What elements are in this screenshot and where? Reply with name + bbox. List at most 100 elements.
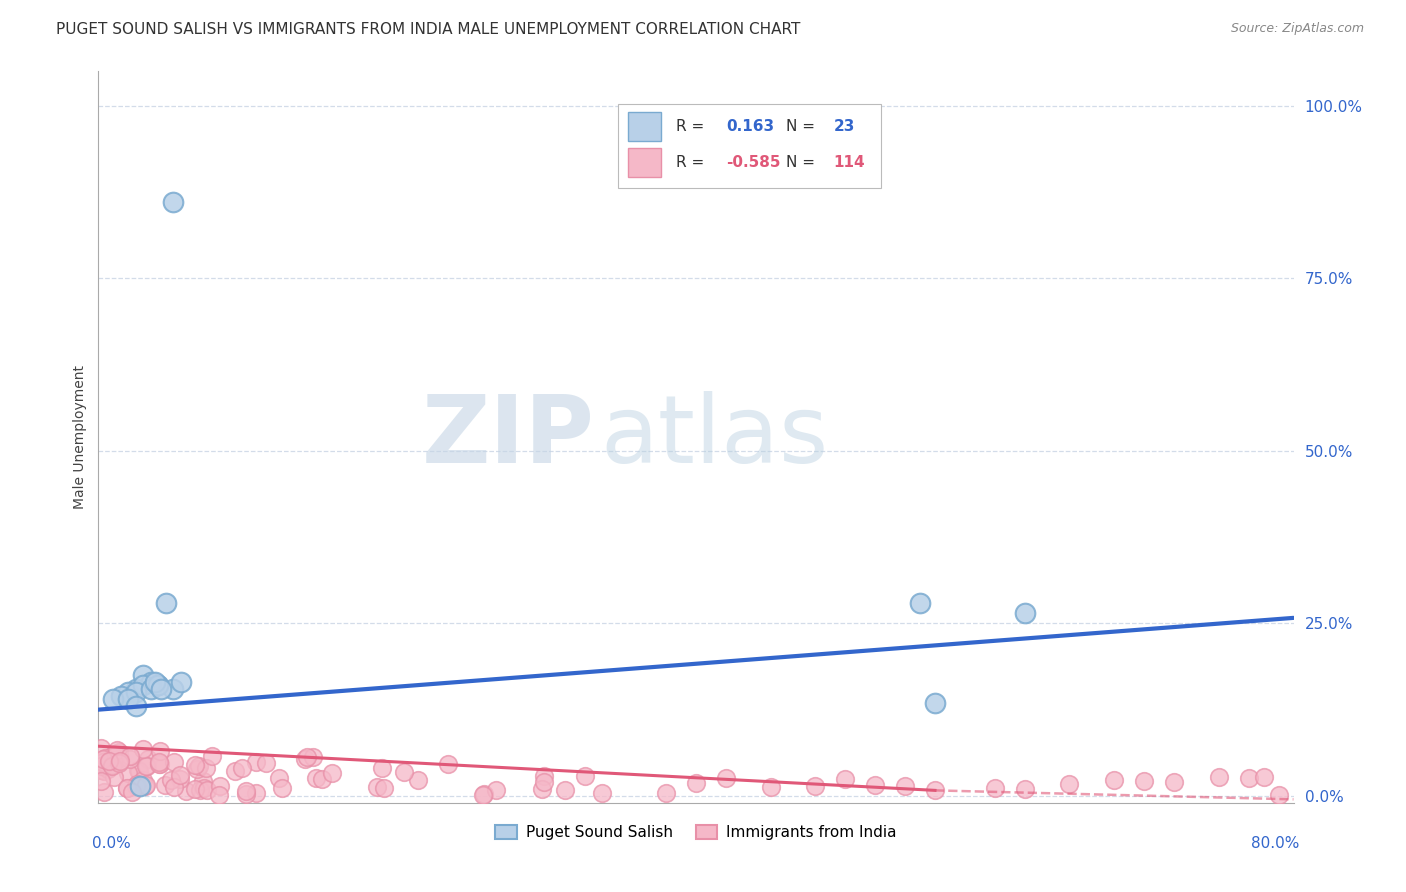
Point — [90, 764, 112, 778]
Point — [924, 696, 946, 710]
Point — [1267, 788, 1289, 802]
Text: 0.163: 0.163 — [725, 119, 773, 134]
Point — [245, 786, 267, 800]
Point — [371, 761, 394, 775]
Point — [115, 781, 138, 796]
Point — [195, 783, 218, 797]
Point — [201, 749, 224, 764]
FancyBboxPatch shape — [628, 148, 661, 178]
Point — [655, 786, 678, 800]
Point — [254, 756, 277, 770]
Point — [1059, 777, 1081, 791]
Point — [101, 753, 124, 767]
Point — [174, 784, 197, 798]
Point — [125, 681, 148, 696]
Point — [169, 675, 191, 690]
Point — [139, 681, 162, 696]
Text: N =: N = — [786, 155, 820, 170]
Point — [108, 745, 131, 759]
Point — [472, 787, 495, 801]
Point — [224, 764, 246, 778]
Point — [1163, 775, 1185, 789]
Point — [1133, 774, 1156, 789]
Point — [139, 675, 162, 690]
Point — [132, 678, 155, 692]
Text: -0.585: -0.585 — [725, 155, 780, 170]
Point — [574, 769, 596, 783]
Point — [149, 744, 172, 758]
Point — [169, 772, 191, 786]
Point — [148, 678, 170, 692]
Point — [245, 756, 267, 770]
Point — [554, 783, 576, 797]
Point — [125, 685, 148, 699]
Point — [908, 596, 931, 610]
Point — [305, 771, 328, 785]
Point — [714, 772, 737, 786]
Point — [153, 778, 176, 792]
Point — [924, 782, 946, 797]
Point — [93, 764, 115, 778]
Point — [143, 675, 166, 690]
Point — [118, 749, 141, 764]
Point — [267, 771, 290, 785]
Point — [91, 755, 114, 769]
Point — [209, 779, 232, 793]
Point — [125, 699, 148, 714]
Point — [148, 757, 170, 772]
Point — [231, 761, 253, 775]
Point — [110, 689, 132, 703]
Text: ZIP: ZIP — [422, 391, 595, 483]
Point — [321, 765, 343, 780]
Legend: Puget Sound Salish, Immigrants from India: Puget Sound Salish, Immigrants from Indi… — [489, 819, 903, 847]
Point — [162, 681, 184, 696]
Point — [187, 759, 209, 773]
Point — [394, 764, 416, 779]
Text: N =: N = — [786, 119, 820, 134]
Point — [195, 761, 218, 775]
Point — [108, 756, 131, 770]
Point — [485, 783, 508, 797]
Point — [132, 742, 155, 756]
Point — [235, 788, 257, 802]
Point — [93, 751, 115, 765]
Point — [984, 781, 1007, 796]
Point — [120, 751, 142, 765]
Point — [132, 772, 155, 787]
FancyBboxPatch shape — [628, 112, 661, 141]
Point — [311, 772, 333, 786]
Point — [1208, 770, 1230, 784]
Point — [406, 773, 429, 788]
Point — [191, 774, 214, 789]
Point — [149, 756, 172, 771]
Point — [591, 786, 613, 800]
Point — [759, 780, 782, 794]
Text: Source: ZipAtlas.com: Source: ZipAtlas.com — [1230, 22, 1364, 36]
Point — [108, 755, 131, 769]
Point — [104, 748, 127, 763]
Point — [530, 782, 553, 797]
Text: 0.0%: 0.0% — [93, 836, 131, 851]
Point — [1104, 772, 1126, 787]
Point — [101, 758, 124, 772]
Point — [163, 755, 186, 769]
Point — [93, 785, 115, 799]
Point — [162, 195, 184, 210]
Point — [136, 752, 159, 766]
Point — [90, 753, 112, 767]
Point — [208, 789, 231, 803]
Point — [804, 779, 827, 793]
Text: R =: R = — [676, 155, 709, 170]
Point — [121, 785, 143, 799]
Point — [90, 774, 112, 789]
Point — [1014, 782, 1036, 797]
Point — [366, 780, 388, 794]
Point — [135, 759, 157, 773]
Point — [135, 778, 157, 792]
Point — [103, 770, 125, 784]
Point — [471, 788, 494, 802]
Point — [160, 773, 183, 788]
Point — [105, 743, 128, 757]
Point — [127, 777, 149, 791]
Point — [115, 781, 138, 796]
